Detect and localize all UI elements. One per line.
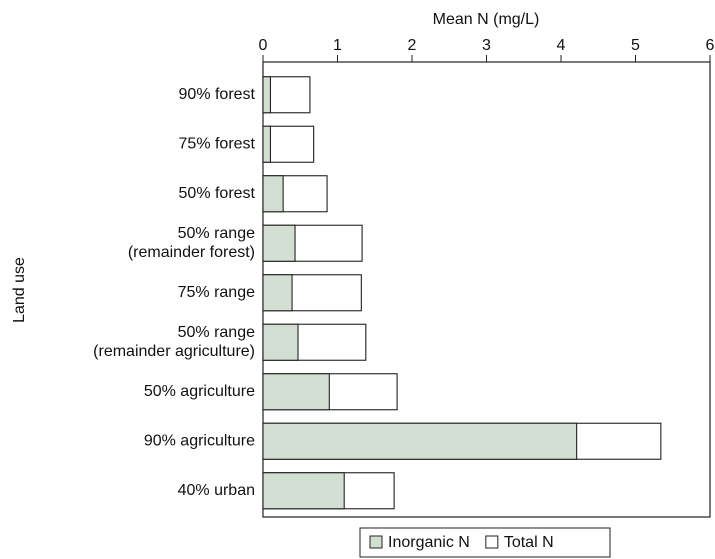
- x-tick-label: 0: [259, 37, 268, 54]
- x-axis-label: Mean N (mg/L): [433, 11, 540, 28]
- x-tick-label: 1: [333, 37, 342, 54]
- x-tick-label: 3: [482, 37, 491, 54]
- y-axis-label: Land use: [11, 257, 28, 323]
- y-tick-label: 75% forest: [179, 135, 256, 152]
- x-tick-label: 6: [706, 37, 715, 54]
- y-tick-label: 75% range: [178, 284, 255, 301]
- legend-swatch: [485, 535, 499, 549]
- y-tick-label: 90% agriculture: [144, 432, 255, 449]
- x-tick-label: 2: [408, 37, 417, 54]
- bar: [262, 422, 578, 460]
- x-tick-label: 4: [557, 37, 566, 54]
- bar: [262, 76, 271, 114]
- legend-swatch: [369, 535, 383, 549]
- legend-box: [359, 527, 611, 558]
- legend-label: Total N: [504, 534, 554, 551]
- y-tick-label: 50% forest: [179, 185, 256, 202]
- y-tick-label: 50% range (remainder forest): [128, 225, 255, 261]
- y-tick-label: 90% forest: [179, 86, 256, 103]
- legend-label: Inorganic N: [388, 534, 470, 551]
- bar: [262, 125, 315, 163]
- y-tick-label: 40% urban: [178, 482, 255, 499]
- bar: [262, 373, 330, 411]
- bar: [262, 175, 284, 213]
- bar: [262, 472, 345, 510]
- bar: [262, 323, 299, 361]
- bar: [262, 274, 293, 312]
- y-tick-label: 50% range (remainder agriculture): [93, 324, 255, 360]
- bar: [262, 125, 271, 163]
- bar: [262, 224, 296, 262]
- y-tick-label: 50% agriculture: [144, 383, 255, 400]
- x-tick-label: 5: [631, 37, 640, 54]
